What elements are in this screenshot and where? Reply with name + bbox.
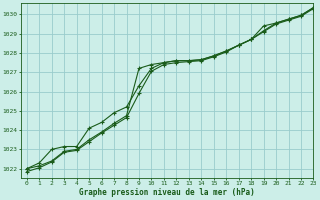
X-axis label: Graphe pression niveau de la mer (hPa): Graphe pression niveau de la mer (hPa) bbox=[79, 188, 255, 197]
